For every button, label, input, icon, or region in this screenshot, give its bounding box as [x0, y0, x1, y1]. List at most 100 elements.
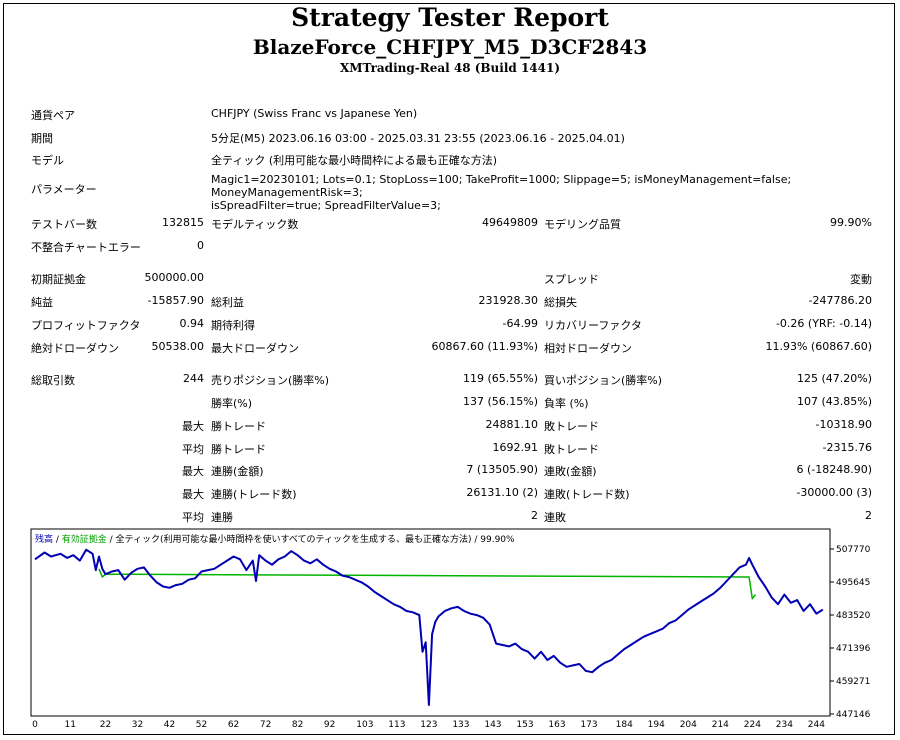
mismatch-label: 不整合チャートエラー [31, 241, 141, 254]
x-tick-label: 214 [712, 720, 729, 730]
gross-loss-value: -247786.20 [808, 294, 872, 307]
server-build: XMTrading-Real 48 (Build 1441) [339, 61, 561, 75]
profit-factor-value: 0.94 [179, 317, 205, 330]
deposit-value: 500000.00 [144, 271, 205, 284]
long-positions-label: 買いポジション(勝率%) [544, 374, 663, 387]
x-tick-label: 42 [164, 720, 175, 730]
long-positions-value: 125 (47.20%) [796, 372, 872, 385]
spread-value: 変動 [850, 273, 872, 286]
x-tick-label: 184 [616, 720, 633, 730]
deposit-label: 初期証拠金 [31, 273, 86, 286]
x-tick-label: 133 [452, 720, 469, 730]
x-tick-label: 244 [808, 720, 825, 730]
x-tick-label: 0 [32, 720, 38, 730]
x-tick-label: 113 [388, 720, 405, 730]
max-win-value: 24881.10 [485, 418, 539, 431]
net-value: -15857.90 [147, 294, 204, 307]
max-label-1: 最大 [182, 420, 204, 433]
avg-loss-label: 敗トレード [544, 443, 599, 456]
mismatch-value: 0 [197, 239, 204, 252]
max-win-label: 勝トレード [211, 420, 266, 433]
avg-consec-loss-value: 2 [865, 509, 872, 522]
max-drawdown-value: 60867.60 (11.93%) [431, 340, 538, 353]
model-value: 全ティック (利用可能な最小時間枠による最も正確な方法) [211, 154, 498, 167]
legend-rest: / 全ティック(利用可能な最小時間枠を使いすべてのティックを生成する、最も正確な… [107, 533, 515, 545]
pair-label: 通貨ペア [31, 109, 75, 122]
total-trades-value: 244 [183, 372, 204, 385]
legend-equity: 有効証拠金 [62, 533, 107, 545]
avg-label-1: 平均 [182, 443, 204, 456]
chart-legend: 残高 / 有効証拠金 / 全ティック(利用可能な最小時間枠を使いすべてのティック… [35, 533, 515, 545]
x-tick-label: 32 [132, 720, 143, 730]
ticks-value: 49649809 [482, 216, 538, 229]
pair-value: CHFJPY (Swiss Franc vs Japanese Yen) [211, 107, 418, 120]
expected-payoff-value: -64.99 [502, 317, 538, 330]
quality-label: モデリング品質 [544, 218, 621, 231]
y-tick-label: 459271 [836, 677, 870, 687]
y-tick-label: 507770 [836, 545, 871, 555]
rel-drawdown-value: 11.93% (60867.60) [765, 340, 872, 353]
x-tick-label: 173 [580, 720, 597, 730]
max-loss-value: -10318.90 [815, 418, 872, 431]
x-tick-label: 143 [484, 720, 501, 730]
avg-win-value: 1692.91 [492, 441, 539, 454]
y-tick-label: 483520 [836, 611, 871, 621]
quality-value: 99.90% [830, 216, 872, 229]
max-label-3: 最大 [182, 488, 204, 501]
consec-win-amount-label: 連勝(金額) [211, 465, 264, 478]
profit-factor-label: プロフィットファクタ [31, 319, 141, 332]
legend-balance: 残高 [35, 533, 53, 545]
bars-value: 132815 [162, 216, 204, 229]
recovery-factor-label: リカバリーファクタ [544, 319, 642, 332]
avg-label-2: 平均 [182, 511, 204, 524]
period-value: 5分足(M5) 2023.06.16 03:00 - 2025.03.31 23… [211, 132, 625, 145]
avg-consec-loss-label: 連敗 [544, 511, 566, 524]
total-trades-label: 総取引数 [31, 374, 75, 387]
avg-consec-win-value: 2 [531, 509, 538, 522]
balance-chart: 507770 495645 483520 471396 459271 447146 0 11… [30, 528, 871, 730]
params-value: Magic1=20230101; Lots=0.1; StopLoss=100;… [211, 173, 891, 212]
params-line-1: Magic1=20230101; Lots=0.1; StopLoss=100;… [211, 173, 792, 199]
x-tick-label: 72 [260, 720, 271, 730]
max-drawdown-label: 最大ドローダウン [211, 342, 299, 355]
equity-line [98, 568, 757, 600]
x-tick-label: 11 [65, 720, 76, 730]
ticks-label: モデルティック数 [211, 218, 299, 231]
consec-loss-amount-label: 連敗(金額) [544, 465, 597, 478]
x-tick-label: 234 [776, 720, 793, 730]
params-label: パラメーター [31, 183, 97, 196]
short-positions-label: 売りポジション(勝率%) [211, 374, 330, 387]
consec-win-count-value: 26131.10 (2) [466, 486, 538, 499]
y-tick-label: 471396 [836, 644, 871, 654]
max-loss-label: 敗トレード [544, 420, 599, 433]
win-rate-value: 137 (56.15%) [462, 395, 538, 408]
max-label-2: 最大 [182, 465, 204, 478]
report-title: Strategy Tester Report [291, 3, 609, 32]
x-tick-label: 103 [356, 720, 373, 730]
x-tick-label: 123 [420, 720, 437, 730]
consec-loss-amount-value: 6 (-18248.90) [796, 463, 872, 476]
x-tick-label: 22 [100, 720, 111, 730]
x-tick-label: 153 [516, 720, 533, 730]
x-tick-label: 92 [324, 720, 335, 730]
bars-label: テストバー数 [31, 218, 97, 231]
x-tick-label: 52 [196, 720, 207, 730]
x-tick-label: 163 [548, 720, 565, 730]
net-label: 純益 [31, 296, 53, 309]
legend-sep: / [53, 535, 62, 545]
consec-loss-count-label: 連敗(トレード数) [544, 488, 630, 501]
expected-payoff-label: 期待利得 [211, 319, 255, 332]
y-tick-label: 447146 [836, 710, 871, 720]
loss-rate-value: 107 (43.85%) [796, 395, 872, 408]
consec-loss-count-value: -30000.00 (3) [796, 486, 872, 499]
consec-win-amount-value: 7 (13505.90) [466, 463, 538, 476]
rel-drawdown-label: 相対ドローダウン [544, 342, 632, 355]
gross-profit-label: 総利益 [211, 296, 244, 309]
gross-loss-label: 総損失 [544, 296, 577, 309]
y-tick-label: 495645 [836, 578, 870, 588]
win-rate-label: 勝率(%) [211, 397, 253, 410]
avg-loss-value: -2315.76 [822, 441, 872, 454]
x-tick-label: 62 [228, 720, 239, 730]
gross-profit-value: 231928.30 [478, 294, 539, 307]
abs-drawdown-value: 50538.00 [151, 340, 205, 353]
